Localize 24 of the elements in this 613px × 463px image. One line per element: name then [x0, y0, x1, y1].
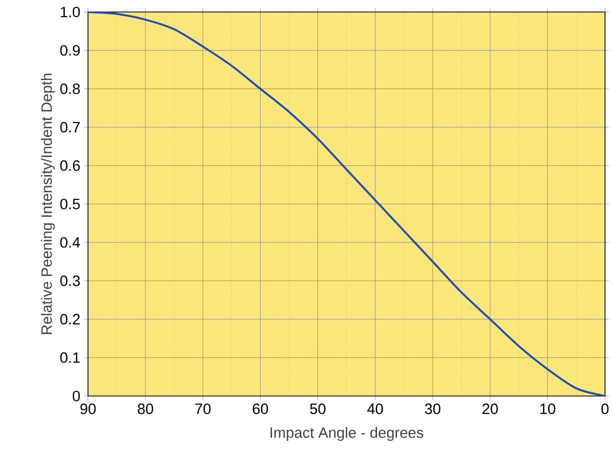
x-tick-label: 70	[195, 404, 211, 414]
x-tick-label: 10	[540, 404, 556, 414]
x-tick-label: 60	[252, 404, 268, 414]
y-tick-label: 0.6	[60, 160, 80, 171]
x-tick-label: 20	[482, 404, 498, 414]
x-tick-label: 40	[367, 404, 383, 414]
x-tick-label: 50	[310, 404, 326, 414]
x-tick-label: 80	[138, 404, 154, 414]
y-axis-title: Relative Peening Intensity/Indent Depth	[40, 74, 55, 334]
y-tick-label: 0	[72, 390, 80, 402]
y-tick-label: 0.4	[60, 237, 80, 248]
y-tick-label: 0.7	[60, 122, 80, 132]
y-tick-label: 1.0	[60, 6, 80, 18]
y-tick-label: 0.3	[60, 276, 80, 286]
y-tick-label: 0.1	[60, 352, 80, 363]
x-tick-label: 0	[601, 404, 609, 414]
x-tick-label: 90	[80, 404, 96, 414]
y-tick-label: 0.2	[60, 314, 80, 324]
y-tick-label: 0.8	[60, 84, 80, 94]
x-tick-label: 30	[424, 404, 440, 414]
y-tick-label: 0.9	[60, 45, 80, 56]
x-axis-title: Impact Angle - degrees	[270, 426, 424, 441]
line-series	[88, 12, 605, 396]
y-tick-label: 0.5	[60, 198, 80, 210]
